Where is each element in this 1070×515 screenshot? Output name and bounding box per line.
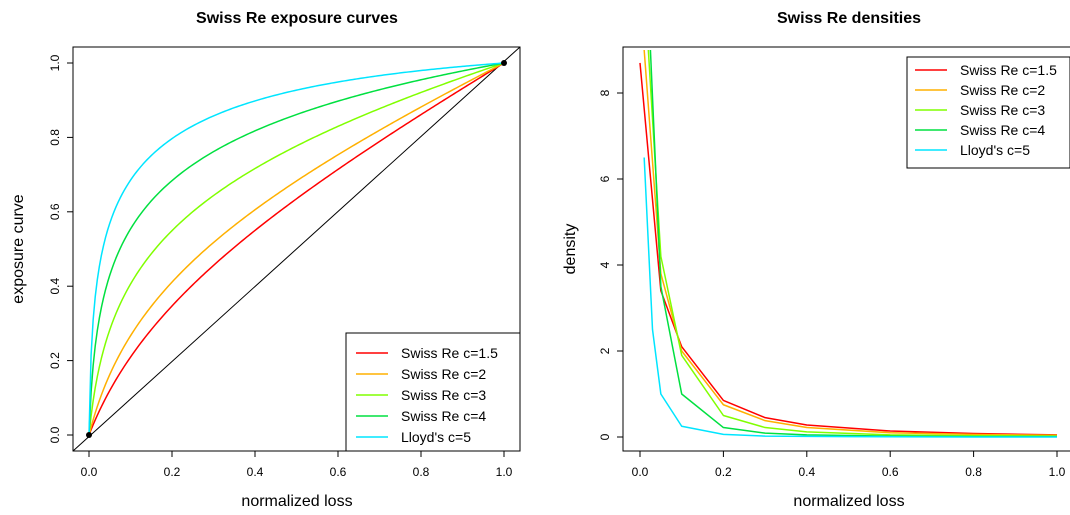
chart-title: Swiss Re exposure curves <box>196 10 398 27</box>
legend-entry: Lloyd's c=5 <box>401 429 471 445</box>
x-tick-label: 0.8 <box>965 465 982 479</box>
x-tick-label: 0.6 <box>882 465 899 479</box>
series-line <box>88 62 505 436</box>
diagonal-reference-line <box>72 46 521 452</box>
y-axis: 0.0 0.2 0.4 0.6 0.8 1.0 <box>48 54 73 443</box>
y-tick-label: 4 <box>598 261 612 268</box>
y-tick-label: 6 <box>598 175 612 182</box>
x-axis-label: normalized loss <box>793 493 904 510</box>
series-line <box>88 62 505 436</box>
legend-entry: Swiss Re c=2 <box>960 82 1045 98</box>
endpoint-markers <box>86 60 507 438</box>
endpoint-marker <box>86 432 92 438</box>
plot-frame <box>622 46 1070 452</box>
x-axis: 0.0 0.2 0.4 0.6 0.8 1.0 <box>81 451 513 479</box>
x-tick-label: 0.4 <box>247 465 264 479</box>
series-line <box>88 62 505 436</box>
legend-entry: Swiss Re c=4 <box>401 408 486 424</box>
x-tick-label: 0.2 <box>715 465 732 479</box>
legend-entry: Swiss Re c=4 <box>960 122 1045 138</box>
y-tick-label: 2 <box>598 347 612 354</box>
y-axis-label: exposure curve <box>10 194 27 303</box>
legend-entry: Lloyd's c=5 <box>960 142 1030 158</box>
legend: Swiss Re c=1.5 Swiss Re c=2 Swiss Re c=3 Sw… <box>345 332 521 452</box>
y-axis-label: density <box>562 224 579 275</box>
x-tick-label: 0.0 <box>632 465 649 479</box>
x-tick-label: 0.4 <box>798 465 815 479</box>
endpoint-marker <box>501 60 507 66</box>
exposure-curves-panel: Swiss Re exposure curves 0.0 0.2 0.4 0.6 0.8… <box>10 10 521 510</box>
series-line <box>643 49 1058 437</box>
series-line <box>643 157 1057 438</box>
legend-entry: Swiss Re c=1.5 <box>401 345 498 361</box>
series-line <box>647 49 1058 437</box>
x-tick-label: 0.2 <box>164 465 181 479</box>
legend: Swiss Re c=1.5 Swiss Re c=2 Swiss Re c=3 Sw… <box>906 56 1070 169</box>
legend-entry: Swiss Re c=3 <box>960 102 1045 118</box>
y-tick-label: 8 <box>598 89 612 96</box>
x-axis: 0.0 0.2 0.4 0.6 0.8 1.0 <box>632 451 1066 479</box>
chart-title: Swiss Re densities <box>777 10 921 27</box>
x-tick-label: 1.0 <box>496 465 513 479</box>
y-tick-label: 0.8 <box>48 129 62 146</box>
series-line <box>88 62 505 436</box>
legend-entry: Swiss Re c=1.5 <box>960 62 1057 78</box>
x-tick-label: 0.0 <box>81 465 98 479</box>
series-group <box>88 62 505 436</box>
series-group <box>639 49 1058 438</box>
y-tick-label: 0 <box>598 433 612 440</box>
y-axis: 0 2 4 6 8 <box>598 89 623 440</box>
diagonal-line <box>72 46 521 452</box>
y-tick-label: 0.4 <box>48 278 62 295</box>
legend-entry: Swiss Re c=3 <box>401 387 486 403</box>
x-tick-label: 0.6 <box>330 465 347 479</box>
y-tick-label: 0.2 <box>48 352 62 369</box>
series-line <box>88 62 505 436</box>
densities-panel: Swiss Re densities 0.0 0.2 0.4 0.6 0.8 1.0 0 2… <box>562 10 1070 510</box>
series-line <box>639 62 1058 436</box>
x-axis-label: normalized loss <box>241 493 352 510</box>
x-tick-label: 1.0 <box>1049 465 1066 479</box>
plot-frame <box>72 46 521 452</box>
x-tick-label: 0.8 <box>413 465 430 479</box>
legend-entry: Swiss Re c=2 <box>401 366 486 382</box>
y-tick-label: 0.6 <box>48 203 62 220</box>
y-tick-label: 0.0 <box>48 426 62 443</box>
y-tick-label: 1.0 <box>48 54 62 71</box>
